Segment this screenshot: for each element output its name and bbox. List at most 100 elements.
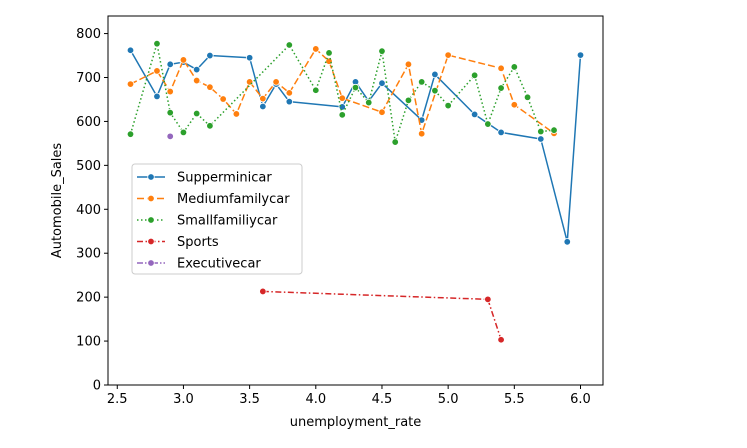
- data-point: [404, 60, 413, 69]
- data-point: [259, 287, 267, 296]
- data-point: [417, 78, 426, 86]
- x-tick-label: 5.0: [438, 392, 459, 407]
- data-point: [206, 122, 214, 130]
- data-point: [312, 86, 320, 94]
- x-tick-label: 3.5: [239, 392, 260, 407]
- series-smallfamiliycar: [126, 39, 558, 146]
- data-point: [285, 89, 294, 97]
- y-axis-label: Automobile_Sales: [50, 143, 65, 259]
- data-point: [431, 70, 439, 79]
- y-axis-ticks: 0 100 200 300 400 500 600 700 800: [76, 27, 108, 394]
- data-point: [166, 60, 174, 69]
- y-tick-label: 300: [76, 247, 101, 262]
- legend-label: Smallfamiliycar: [177, 214, 278, 229]
- data-point: [484, 120, 492, 128]
- data-point: [444, 101, 452, 110]
- legend-item-mediumfamilycar: Mediumfamilycar: [137, 192, 290, 207]
- legend-label: Executivecar: [177, 257, 261, 272]
- data-point: [312, 45, 320, 53]
- series-line: [130, 48, 555, 135]
- data-point: [550, 126, 558, 134]
- data-point: [219, 95, 227, 103]
- data-point: [206, 83, 214, 91]
- y-tick-label: 500: [76, 159, 101, 174]
- data-point: [126, 130, 135, 138]
- data-point: [378, 108, 386, 116]
- legend-label: Mediumfamilycar: [177, 192, 290, 207]
- x-axis-label: unemployment_rate: [290, 415, 422, 430]
- data-point: [497, 336, 505, 344]
- legend-item-sports: Sports: [137, 235, 219, 250]
- data-point: [259, 102, 267, 111]
- data-point: [192, 76, 201, 85]
- data-point: [576, 51, 585, 59]
- data-point: [497, 128, 505, 137]
- data-point: [272, 78, 280, 86]
- data-point: [206, 51, 214, 60]
- data-point: [431, 86, 439, 95]
- legend-marker: [147, 259, 155, 267]
- data-point: [510, 101, 519, 109]
- y-tick-label: 200: [76, 291, 101, 306]
- data-point: [537, 135, 545, 143]
- data-point: [417, 130, 426, 138]
- legend-marker: [147, 237, 155, 246]
- series-line: [262, 290, 502, 340]
- legend-item-smallfamiliycar: Smallfamiliycar: [137, 214, 278, 229]
- legend-item-supperminicar: Supperminicar: [137, 171, 272, 186]
- data-point: [245, 78, 254, 86]
- data-point: [285, 97, 294, 106]
- data-point: [537, 127, 545, 136]
- data-point: [378, 47, 386, 55]
- data-point: [232, 110, 241, 118]
- data-point: [179, 128, 188, 137]
- legend-box: [131, 163, 303, 275]
- data-point: [245, 54, 254, 62]
- data-point: [153, 39, 161, 48]
- legend-marker: [147, 216, 155, 224]
- x-tick-label: 4.5: [372, 392, 393, 407]
- legend-label: Sports: [177, 235, 219, 250]
- x-tick-label: 2.5: [107, 392, 128, 407]
- legend-marker: [147, 173, 155, 181]
- data-point: [470, 71, 479, 79]
- data-point: [192, 65, 201, 74]
- plot-area-frame: [107, 15, 604, 386]
- x-tick-label: 5.5: [504, 392, 525, 407]
- x-tick-label: 4.0: [305, 392, 326, 407]
- y-tick-label: 800: [76, 27, 101, 42]
- data-point: [338, 94, 346, 102]
- data-point: [285, 41, 294, 49]
- series-mediumfamilycar: [126, 45, 558, 138]
- data-point: [378, 79, 386, 87]
- y-tick-label: 0: [93, 379, 101, 394]
- data-point: [259, 94, 267, 103]
- x-tick-label: 3.0: [173, 392, 194, 407]
- x-tick-label: 6.0: [570, 392, 591, 407]
- legend-marker: [147, 194, 155, 203]
- data-point: [444, 51, 452, 59]
- data-point: [484, 295, 492, 304]
- y-tick-label: 100: [76, 335, 101, 350]
- series-line: [129, 42, 555, 143]
- data-point: [126, 46, 135, 54]
- data-point: [153, 92, 161, 101]
- data-point: [497, 64, 505, 72]
- legend-item-executivecar: Executivecar: [137, 257, 261, 272]
- data-point: [126, 80, 135, 88]
- series-sports: [259, 287, 505, 344]
- y-tick-label: 700: [76, 71, 101, 86]
- data-point: [166, 132, 174, 141]
- data-point: [192, 109, 201, 118]
- data-point: [325, 49, 333, 57]
- data-point: [179, 56, 188, 64]
- data-point: [563, 238, 571, 246]
- x-axis-ticks: 2.5 3.0 3.5 4.0 4.5 5.0 5.5 6.0: [107, 385, 591, 407]
- y-tick-label: 400: [76, 203, 101, 218]
- data-point: [338, 111, 346, 119]
- legend-label: Supperminicar: [177, 171, 272, 186]
- series-executivecar: [166, 132, 174, 141]
- data-point: [153, 67, 161, 75]
- data-point: [391, 138, 399, 146]
